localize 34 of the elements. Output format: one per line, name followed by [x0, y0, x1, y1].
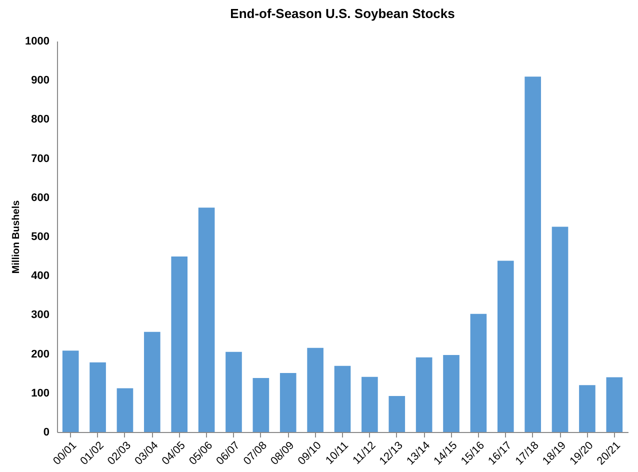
y-tick-label: 300 [31, 309, 50, 322]
y-tick-label: 0 [43, 426, 50, 438]
y-tick-label: 1000 [25, 36, 50, 48]
chart-title: End-of-Season U.S. Soybean Stocks [230, 6, 455, 21]
bar [470, 314, 487, 432]
bar [62, 350, 79, 432]
bar [334, 366, 351, 432]
y-tick-label: 400 [31, 270, 50, 282]
y-tick-label: 600 [31, 192, 50, 204]
y-tick-label: 900 [31, 74, 50, 87]
y-tick-label: 200 [31, 348, 50, 360]
bar [388, 396, 406, 432]
bar [524, 76, 541, 432]
bar [579, 385, 596, 432]
y-tick-label: 500 [31, 231, 50, 243]
bar [307, 348, 324, 432]
bar [416, 357, 432, 432]
bar [198, 208, 215, 432]
bar [552, 226, 568, 432]
bar [90, 362, 106, 432]
bar [443, 354, 460, 432]
y-tick-label: 100 [31, 387, 50, 400]
bar [171, 256, 188, 432]
bar [280, 372, 296, 432]
y-tick-label: 800 [31, 114, 50, 126]
bar [226, 352, 242, 432]
bar [144, 332, 160, 432]
y-tick-label: 700 [31, 152, 50, 165]
bar [497, 260, 514, 432]
bar [362, 376, 378, 432]
bar [116, 388, 134, 432]
y-axis-title: Million Bushels [11, 200, 22, 274]
bar [252, 378, 270, 432]
bar [606, 377, 623, 432]
